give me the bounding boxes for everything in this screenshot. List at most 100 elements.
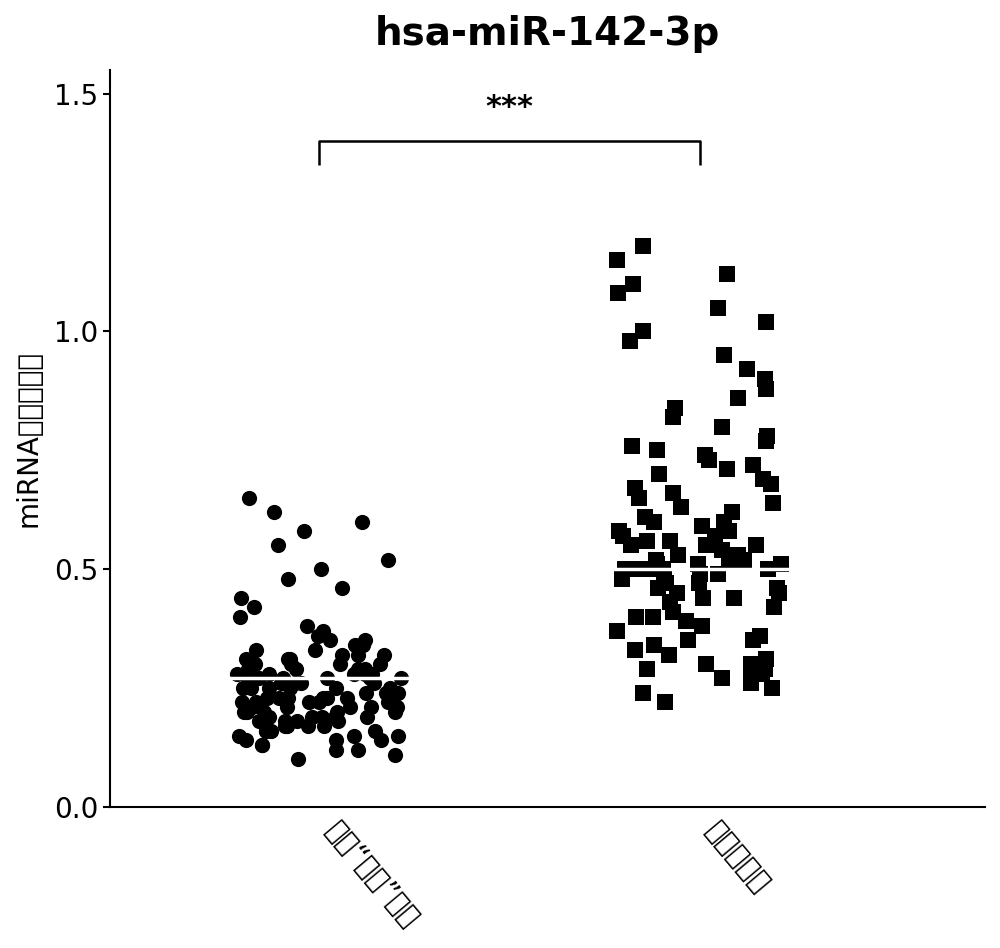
Point [364,666,380,682]
Point [758,315,774,330]
Point [615,528,631,543]
Point [372,657,388,672]
Point [328,742,344,757]
Point [690,556,706,572]
Point [639,533,655,548]
Point [665,605,681,620]
Point [301,695,317,710]
Point [710,301,726,316]
Point [646,514,662,529]
Point [293,676,309,691]
Point [256,704,272,720]
Point [645,610,661,625]
Point [238,733,254,748]
Point [754,666,770,682]
Point [248,695,264,710]
Point [655,561,671,576]
Point [393,671,409,686]
Point [635,685,651,701]
Point [239,704,255,720]
Point [304,709,320,724]
Point [300,719,316,734]
Point [339,690,355,705]
Point [661,647,677,663]
Point [319,671,335,686]
Point [662,594,678,610]
Point [390,685,406,701]
Point [357,666,373,682]
Point [714,419,730,434]
Point [280,652,296,667]
Point [716,514,732,529]
Point [678,614,694,629]
Point [367,723,383,738]
Point [247,657,263,672]
Point [234,695,250,710]
Point [261,681,277,696]
Point [229,666,245,682]
Point [656,571,672,586]
Point [282,652,298,667]
Point [669,585,685,600]
Point [609,624,625,639]
Point [322,633,338,648]
Point [765,495,781,510]
Point [270,538,286,553]
Point [357,662,373,677]
Point [232,610,248,625]
Point [334,647,350,663]
Point [387,747,403,762]
Point [261,709,277,724]
Point [743,676,759,691]
Point [346,728,362,743]
Point [329,704,345,720]
Point [254,738,270,753]
Point [692,566,708,581]
Point [694,619,710,634]
Point [670,547,686,562]
Point [236,704,252,720]
Point [721,552,737,567]
Point [315,690,331,705]
Point [769,580,785,595]
Point [726,590,742,605]
Point [263,723,279,738]
Point [251,671,267,686]
Point [771,585,787,600]
Point [635,324,651,339]
Point [743,657,759,672]
Point [357,633,373,648]
Point [680,633,696,648]
Point [759,428,775,444]
Point [628,610,644,625]
Point [611,523,627,538]
Point [280,690,296,705]
Point [266,504,282,520]
Point [261,666,277,682]
Point [347,638,363,653]
Point [273,676,289,691]
Point [694,519,710,534]
Point [648,552,664,567]
Point [311,695,327,710]
Point [624,438,640,453]
Point [766,599,782,614]
Point [332,657,348,672]
Point [390,728,406,743]
Point [275,671,291,686]
Point [316,719,332,734]
Point [743,666,759,682]
Point [760,561,776,576]
Point [350,742,366,757]
Point [271,690,287,705]
Point [380,695,396,710]
Point [721,523,737,538]
Point [736,552,752,567]
Point [327,709,343,724]
Point [319,690,335,705]
Y-axis label: miRNA相对表达量: miRNA相对表达量 [15,350,43,527]
Point [314,709,330,724]
Point [698,538,714,553]
Point [758,381,774,396]
Point [763,476,779,491]
